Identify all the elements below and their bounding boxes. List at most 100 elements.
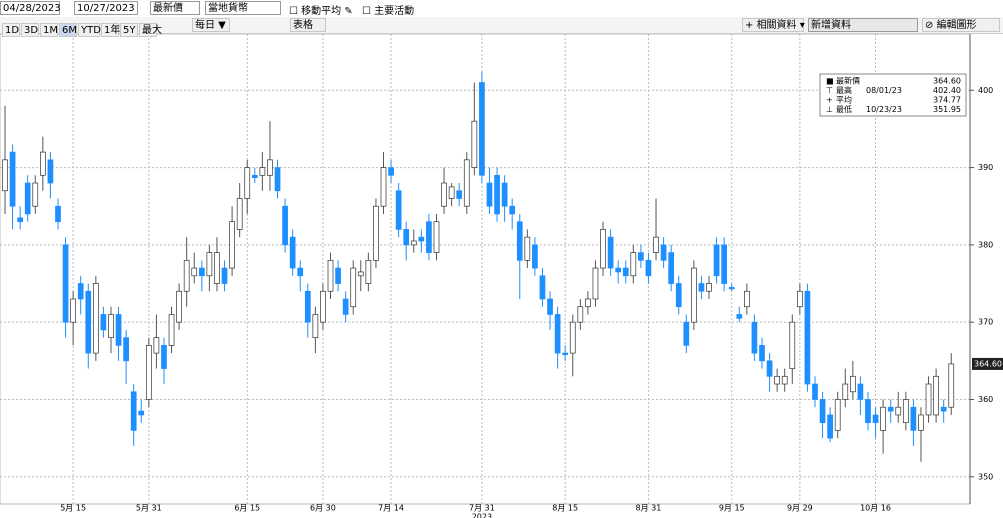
candle-body — [554, 314, 561, 354]
candle-body — [562, 352, 569, 356]
period-button[interactable]: YTD — [78, 23, 101, 37]
candle-body — [229, 221, 235, 269]
candle-body — [388, 167, 394, 176]
candle-body — [47, 159, 54, 184]
candle-body — [698, 283, 705, 292]
table-button[interactable]: 表格 — [290, 18, 326, 32]
candle-body — [206, 252, 213, 277]
candle-body — [940, 406, 947, 412]
edit-button[interactable]: ⊘ 編輯圖形 — [922, 18, 1000, 32]
candle-body — [55, 205, 61, 223]
candle-body — [395, 190, 402, 230]
candle-body — [486, 182, 493, 207]
candle-body — [479, 82, 485, 176]
candle-body — [607, 236, 614, 269]
period-button[interactable]: 3D — [21, 23, 39, 37]
period-button[interactable]: 5Y — [120, 23, 138, 37]
candle-body — [342, 298, 349, 315]
candle-body — [789, 321, 796, 369]
x-tick-label: 8月 31 — [636, 504, 662, 513]
last-price-tag — [972, 357, 1003, 370]
candle-body — [713, 244, 720, 277]
candle-body — [115, 314, 122, 346]
candle-body — [600, 229, 606, 269]
candle-body — [804, 290, 811, 385]
candle-body — [925, 383, 932, 416]
end-date[interactable]: 10/27/2023 — [74, 1, 138, 15]
candle-body — [524, 236, 531, 261]
toolbar-row: 1D 3D 1M 6M YTD 1年 5Y 最大 每日 ▼ 表格 + 相關資料 ▾ 新增資料 … — [0, 17, 1003, 37]
candle-body — [198, 267, 205, 277]
candle-body — [683, 321, 690, 346]
candle-body — [501, 182, 508, 207]
candle-body — [456, 190, 463, 199]
candle-body — [569, 321, 576, 354]
period-button[interactable]: 1M — [40, 23, 58, 37]
candle-body — [630, 252, 637, 277]
last-price-label: 364.60 — [974, 359, 1002, 368]
candle-body — [547, 298, 553, 315]
period-button[interactable]: 6M — [59, 23, 77, 37]
x-tick-label: 9月 15 — [719, 504, 745, 513]
frequency[interactable]: 每日 ▼ — [192, 18, 230, 32]
candle-body — [312, 314, 319, 338]
y-tick-label: 360 — [978, 395, 993, 404]
period-button[interactable]: 1D — [2, 23, 20, 37]
candle-body — [918, 414, 924, 431]
candle-body — [365, 259, 372, 284]
candle-body — [857, 383, 864, 400]
x-tick-label: 10月 16 — [860, 504, 891, 513]
candle-body — [168, 314, 175, 346]
candle-body — [895, 406, 902, 416]
candle-body — [494, 174, 500, 215]
candle-body — [668, 252, 675, 284]
candle-body — [77, 283, 84, 300]
currency[interactable]: 當地貨幣 — [205, 1, 281, 15]
candle-body — [842, 383, 849, 400]
candle-body — [297, 267, 304, 277]
y-tick-label: 350 — [978, 472, 993, 481]
related-button[interactable]: + 相關資料 ▾ — [742, 18, 805, 32]
legend-name: 平均 — [836, 95, 852, 105]
candle-body — [39, 151, 46, 176]
candle-body — [433, 221, 440, 253]
x-tick-label: 5月 31 — [136, 504, 162, 513]
candle-body — [108, 314, 114, 338]
candle-body — [221, 267, 228, 284]
price-field[interactable]: 最新價 — [150, 1, 200, 15]
legend: ■ 最新價 364.60 ⊤ 最高 08/01/23 402.40 + 平均 374.77 ⊥ 最低 1… — [819, 73, 967, 117]
candle-body — [812, 383, 818, 400]
candle-body — [834, 399, 841, 431]
candle-body — [638, 252, 644, 261]
related-label: 相關資料 — [756, 20, 797, 31]
candle-body — [191, 267, 198, 277]
candle-body — [766, 360, 773, 377]
candle-body — [9, 151, 16, 207]
candle-body — [350, 267, 357, 308]
candle-body — [267, 159, 273, 176]
candle-body — [274, 167, 281, 192]
candle-body — [448, 186, 455, 199]
period-button[interactable]: 最大 — [139, 23, 162, 37]
year-label: 2023 — [472, 513, 492, 518]
candle-body — [532, 244, 538, 269]
candle-body — [320, 290, 326, 323]
candle-body — [24, 182, 31, 215]
candle-body — [910, 406, 917, 431]
add-data[interactable]: 新增資料 — [808, 18, 918, 32]
legend-symbol: ⊤ — [826, 86, 833, 95]
candle-body — [509, 205, 516, 215]
checkbox-events[interactable]: ☐ 主要活動 — [362, 6, 415, 17]
candle-body — [751, 321, 758, 354]
candle-body — [592, 267, 599, 300]
start-date[interactable]: 04/28/2023 — [0, 1, 61, 15]
period-button[interactable]: 1年 — [101, 23, 120, 37]
candle-body — [622, 267, 629, 277]
candle-body — [403, 229, 410, 246]
checkbox-ma[interactable]: ☐ 移動平均 ✎ — [289, 6, 353, 17]
candle-body — [153, 337, 160, 354]
candle-body — [251, 174, 258, 178]
candle-body — [70, 298, 76, 323]
candle-body — [183, 259, 190, 292]
legend-value: 374.77 — [933, 96, 961, 105]
